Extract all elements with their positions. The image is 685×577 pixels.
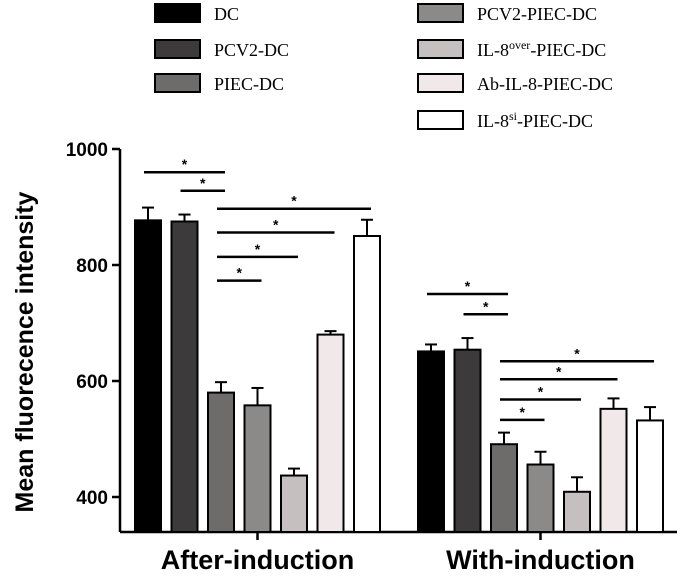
bar (453, 348, 482, 533)
legend-label: Ab-IL-8-PIEC-DC (477, 74, 613, 94)
y-tick-label: 1000 (66, 140, 108, 161)
legend-swatch (417, 73, 464, 93)
significance-star: * (255, 241, 261, 257)
legend-label: IL-8si-PIEC-DC (477, 109, 593, 131)
bar (170, 220, 199, 533)
bar (563, 490, 591, 533)
significance-star: * (574, 345, 580, 361)
legend-swatch (417, 39, 464, 59)
legend-label: DC (214, 4, 239, 24)
legend-swatch (154, 73, 201, 93)
legend-label: IL-8over-PIEC-DC (477, 38, 606, 60)
bar (316, 333, 345, 533)
legend-swatch (417, 110, 464, 130)
x-axis: After-induction With-induction (120, 530, 677, 575)
bar (490, 443, 518, 533)
legend-item: PIEC-DC (154, 73, 284, 94)
legend-item: PCV2-PIEC-DC (417, 3, 597, 24)
legend-label: PCV2-PIEC-DC (477, 4, 597, 24)
y-axis-title: Mean fluorecence intensity (11, 191, 39, 512)
bar (636, 419, 664, 533)
legend-swatch (417, 3, 464, 23)
y-tick-label: 600 (76, 372, 108, 393)
significance-star: * (200, 175, 206, 191)
bar (599, 407, 628, 533)
legend-item: PCV2-DC (154, 39, 289, 60)
bar (280, 474, 308, 534)
significance-star: * (483, 298, 489, 314)
significance-star: * (182, 156, 188, 172)
legend-item: DC (154, 3, 239, 24)
significance-star: * (465, 278, 471, 294)
bar (243, 404, 272, 533)
x-category-label: After-induction (161, 545, 354, 575)
significance-annotations: * * * * * * * * * * * * (144, 156, 654, 422)
legend-label: PIEC-DC (214, 74, 284, 94)
bars (134, 206, 664, 534)
significance-star: * (556, 363, 562, 379)
significance-star: * (538, 384, 544, 400)
bar (207, 391, 235, 533)
legend-label: PCV2-DC (214, 40, 289, 60)
bar (353, 235, 381, 533)
bar (417, 350, 445, 534)
significance-star: * (273, 217, 279, 233)
significance-star: * (520, 404, 526, 420)
significance-star: * (237, 265, 243, 281)
x-category-label: With-induction (446, 545, 635, 575)
legend-swatch (154, 3, 201, 23)
legend-item: IL-8over-PIEC-DC (417, 38, 606, 60)
legend-item: Ab-IL-8-PIEC-DC (417, 73, 613, 94)
legend: DC PCV2-DC PIEC-DC PCV2-PIEC-DC IL-8over-PIE… (154, 3, 613, 131)
significance-star: * (291, 193, 297, 209)
bar (526, 463, 555, 533)
y-tick-label: 400 (76, 488, 108, 509)
legend-swatch (154, 39, 201, 59)
y-tick-label: 800 (76, 256, 108, 277)
bar (134, 219, 162, 533)
legend-item: IL-8si-PIEC-DC (417, 109, 593, 131)
y-axis: 400 600 800 1000 (66, 140, 122, 532)
